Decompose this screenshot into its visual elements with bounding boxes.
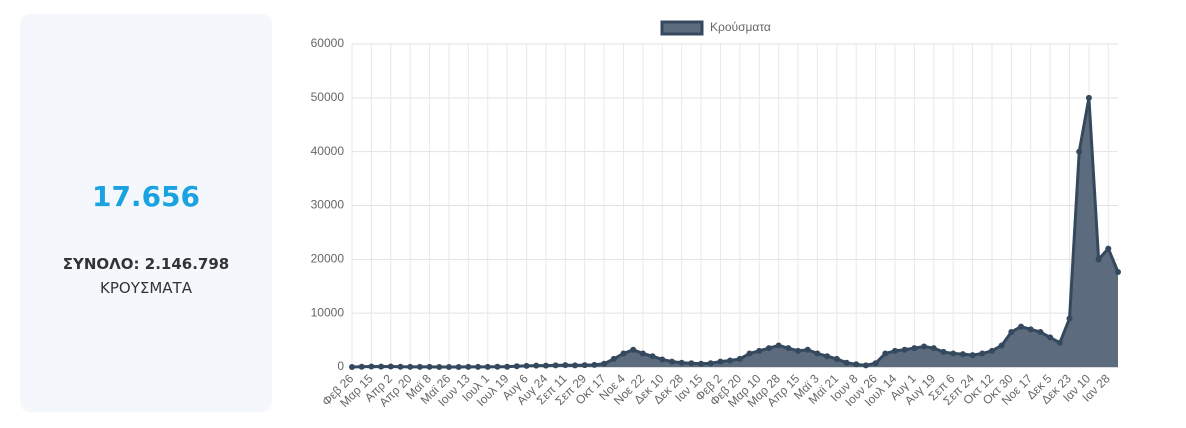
point bbox=[591, 361, 598, 368]
point bbox=[397, 363, 404, 370]
point bbox=[1018, 323, 1025, 330]
point bbox=[950, 350, 957, 357]
point bbox=[649, 353, 656, 360]
point bbox=[1095, 256, 1102, 263]
legend-swatch bbox=[660, 20, 704, 36]
point bbox=[445, 363, 452, 370]
point bbox=[601, 360, 608, 367]
point bbox=[513, 363, 520, 370]
point bbox=[358, 363, 365, 370]
point bbox=[688, 360, 695, 367]
point bbox=[542, 362, 549, 369]
point bbox=[911, 345, 918, 352]
point bbox=[921, 343, 928, 350]
point bbox=[368, 363, 375, 370]
point bbox=[630, 346, 637, 353]
point bbox=[843, 359, 850, 366]
point bbox=[533, 362, 540, 369]
point bbox=[824, 353, 831, 360]
point bbox=[581, 362, 588, 369]
point bbox=[872, 360, 879, 367]
point bbox=[765, 345, 772, 352]
point bbox=[455, 363, 462, 370]
y-tick-label: 0 bbox=[337, 359, 344, 373]
point bbox=[1076, 148, 1083, 155]
point bbox=[1037, 329, 1044, 336]
point bbox=[717, 358, 724, 365]
point bbox=[678, 359, 685, 366]
point bbox=[552, 362, 559, 369]
y-tick-label: 60000 bbox=[311, 36, 345, 50]
point bbox=[727, 357, 734, 364]
point bbox=[378, 363, 385, 370]
point bbox=[930, 345, 937, 352]
point bbox=[1066, 315, 1073, 322]
stat-card: 17.656 ΣΥΝΟΛΟ: 2.146.798 ΚΡΟΥΣΜΑΤΑ bbox=[20, 14, 272, 412]
point bbox=[785, 345, 792, 352]
point bbox=[795, 347, 802, 354]
point bbox=[1115, 268, 1121, 275]
y-tick-label: 50000 bbox=[311, 90, 345, 104]
point bbox=[988, 347, 995, 354]
point bbox=[572, 362, 579, 369]
y-tick-label: 30000 bbox=[311, 198, 345, 212]
point bbox=[804, 346, 811, 353]
point bbox=[523, 362, 530, 369]
point bbox=[1056, 339, 1063, 346]
point bbox=[1027, 326, 1034, 333]
legend-label: Κρούσματα bbox=[710, 20, 771, 34]
point bbox=[814, 350, 821, 357]
area bbox=[352, 97, 1118, 367]
stat-label: ΚΡΟΥΣΜΑΤΑ bbox=[100, 279, 192, 297]
point bbox=[1105, 245, 1112, 252]
point bbox=[407, 363, 414, 370]
stat-value: 17.656 bbox=[91, 180, 201, 213]
point bbox=[698, 360, 705, 367]
point bbox=[1008, 329, 1015, 336]
point bbox=[620, 350, 627, 357]
point bbox=[494, 363, 501, 370]
point bbox=[833, 355, 840, 362]
point bbox=[862, 362, 869, 369]
point bbox=[416, 363, 423, 370]
line bbox=[351, 97, 1120, 369]
point bbox=[940, 348, 947, 355]
point bbox=[901, 346, 908, 353]
point bbox=[891, 347, 898, 354]
point bbox=[349, 364, 355, 370]
stat-total: ΣΥΝΟΛΟ: 2.146.798 bbox=[62, 255, 230, 273]
point bbox=[610, 355, 617, 362]
point bbox=[436, 363, 443, 370]
point bbox=[1085, 94, 1092, 101]
point bbox=[707, 360, 714, 367]
point bbox=[979, 350, 986, 357]
point bbox=[736, 355, 743, 362]
y-tick-label: 10000 bbox=[311, 305, 345, 319]
point bbox=[746, 350, 753, 357]
point bbox=[756, 347, 763, 354]
point bbox=[639, 350, 646, 357]
point bbox=[659, 356, 666, 363]
point bbox=[853, 361, 860, 368]
point bbox=[998, 342, 1005, 349]
y-tick-label: 40000 bbox=[311, 144, 345, 158]
point bbox=[969, 352, 976, 359]
point bbox=[426, 363, 433, 370]
point bbox=[1047, 334, 1054, 341]
point bbox=[475, 363, 482, 370]
point bbox=[882, 350, 889, 357]
point bbox=[562, 362, 569, 369]
point bbox=[465, 363, 472, 370]
point bbox=[959, 351, 966, 358]
point bbox=[387, 363, 394, 370]
point bbox=[668, 358, 675, 365]
point bbox=[484, 363, 491, 370]
point bbox=[775, 342, 782, 349]
y-tick-label: 20000 bbox=[311, 252, 345, 266]
point bbox=[504, 363, 511, 370]
